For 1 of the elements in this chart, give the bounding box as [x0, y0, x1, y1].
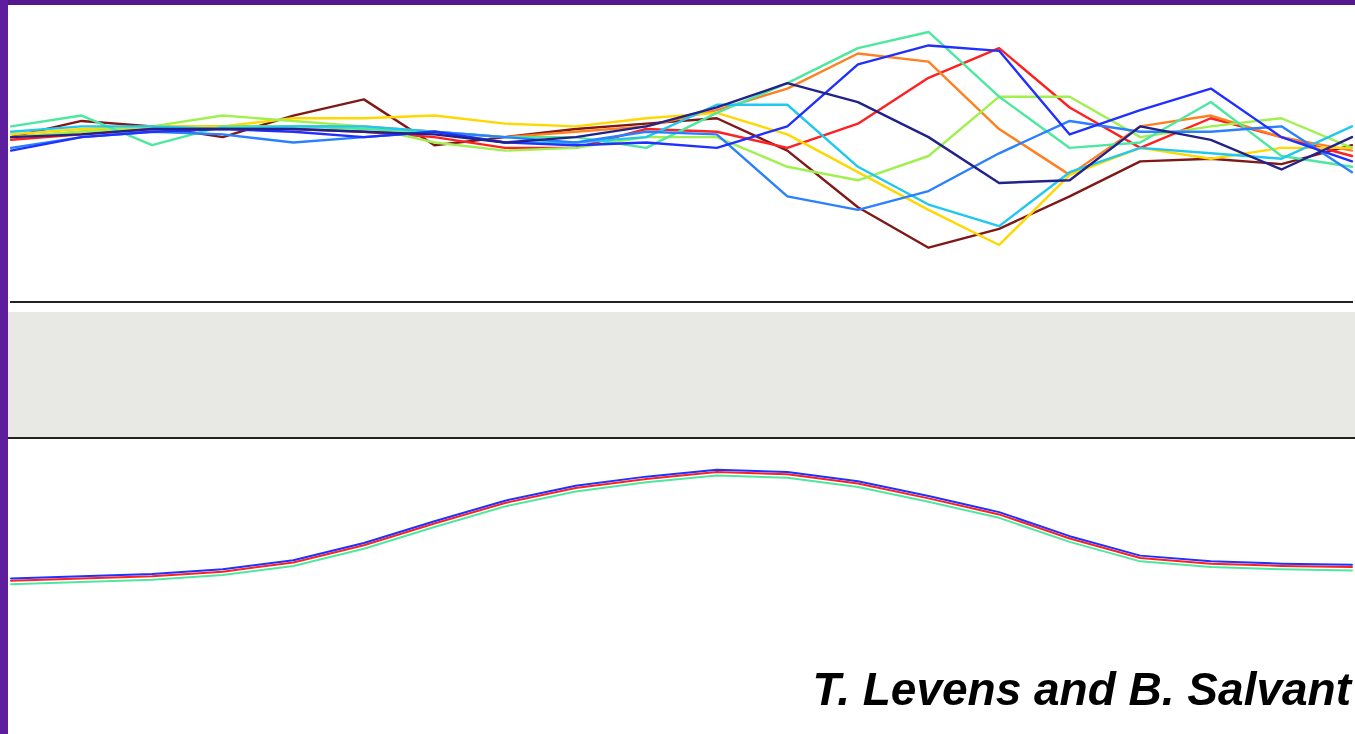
text: T. Levens and B. Salvant: [812, 662, 1351, 716]
